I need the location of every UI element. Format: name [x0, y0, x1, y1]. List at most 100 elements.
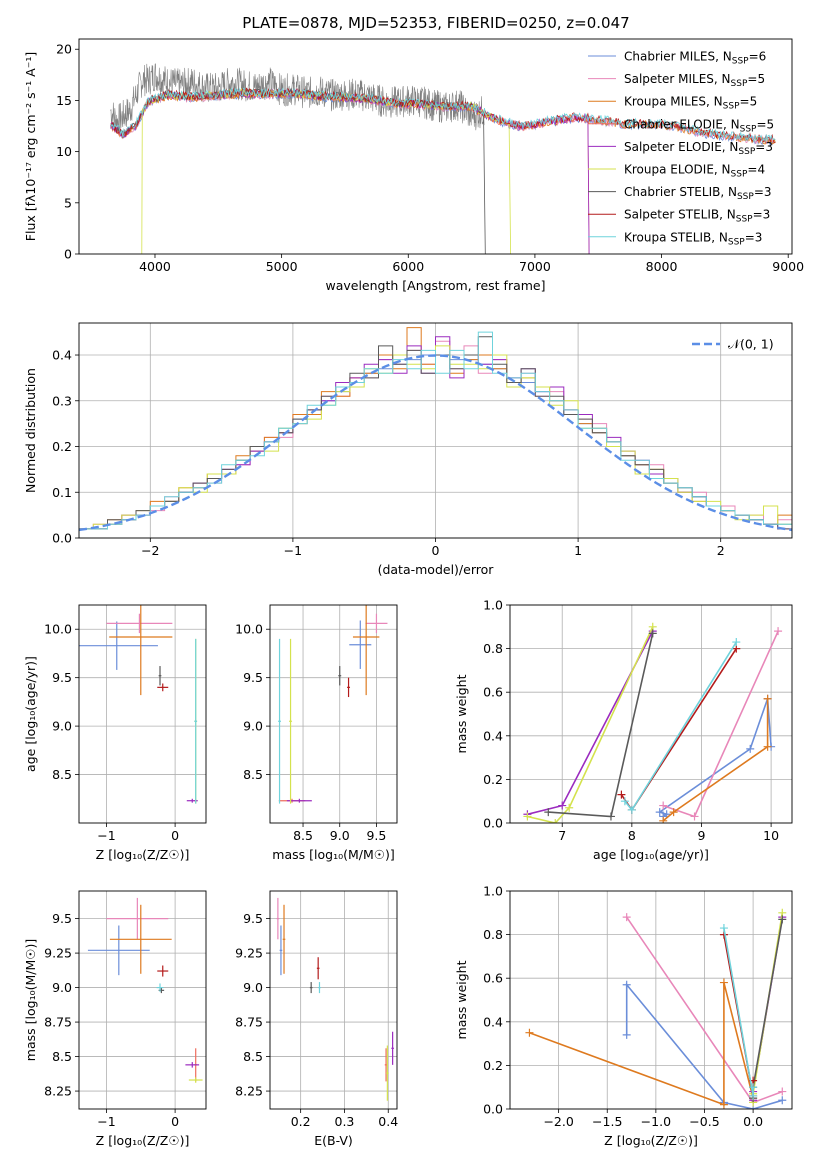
data-marker [778, 1096, 787, 1105]
legend-entry: Salpeter STELIB, NSSP=3 [624, 208, 770, 225]
y-tick-label: 9.5 [52, 670, 72, 685]
x-tick-label: 5000 [266, 259, 298, 274]
y-tick-label: 0.6 [483, 971, 503, 986]
data-marker [719, 978, 728, 987]
data-marker [655, 808, 664, 817]
legend-value: =4 [747, 163, 765, 177]
panel-mass-vs-ebv: 0.2 0.3 0.4 8.25 8.5 8.75 9.0 9.25 9.5 E(B-V) [235, 890, 398, 1148]
y-tick-label: 10.0 [44, 622, 72, 637]
y-tick-label: 20 [56, 42, 72, 57]
data-marker [627, 805, 636, 814]
legend-value: =3 [754, 185, 772, 199]
x-axis-label: Z [log₁₀(Z/Z☉)] [96, 1133, 190, 1148]
data-marker [606, 812, 615, 821]
panel-residual-histogram: −2 −1 0 1 2 0.0 0.1 0.2 0.3 0.4 (data-model)/error… [23, 322, 793, 577]
y-tick-label: 9.0 [52, 980, 72, 995]
x-axis-label: Z [log₁₀(Z/Z☉)] [96, 847, 190, 862]
data-marker [620, 797, 629, 806]
y-axis-label: mass weight [454, 960, 469, 1039]
data-marker [669, 808, 678, 817]
data-marker [732, 638, 741, 647]
legend-value: =6 [749, 50, 767, 64]
y-tick-label: 5 [64, 195, 72, 210]
plot-area [525, 908, 787, 1109]
x-tick-label: 4000 [139, 259, 171, 274]
data-marker [565, 803, 574, 812]
axes-frame [509, 890, 793, 1110]
y-tick-label: 0.8 [483, 641, 503, 656]
axes-frame [78, 322, 793, 539]
x-axis-label: (data-model)/error [378, 562, 495, 577]
data-marker [749, 1091, 758, 1100]
data-marker [774, 627, 783, 636]
axes-frame [269, 890, 398, 1110]
legend-value: =3 [745, 230, 763, 244]
y-tick-label: 9.25 [235, 946, 263, 961]
y-tick-label: 0.4 [483, 728, 503, 743]
plot-area [87, 897, 203, 1083]
legend-entry: 𝒩(0, 1) [728, 337, 774, 352]
mass-weight-series [529, 982, 754, 1106]
x-tick-label: −1 [97, 1114, 115, 1129]
y-tick-label: 0.8 [483, 927, 503, 942]
legend-label: Chabrier STELIB, N [624, 185, 737, 199]
legend-label: Salpeter ELODIE, N [624, 140, 738, 154]
legend-subscript: SSP [736, 215, 753, 225]
y-tick-label: 0.2 [483, 1058, 503, 1073]
legend-label: Chabrier MILES, N [624, 50, 732, 64]
x-tick-label: −1.0 [641, 1114, 671, 1129]
legend-label: Chabrier ELODIE, N [624, 117, 740, 131]
legend-label: Kroupa STELIB, N [624, 230, 728, 244]
data-marker [749, 1083, 758, 1092]
x-tick-label: 0 [171, 828, 179, 843]
y-tick-label: 10 [56, 144, 72, 159]
legend-entry: Salpeter ELODIE, NSSP=3 [624, 140, 773, 157]
axes-frame [78, 38, 793, 255]
data-marker [525, 1028, 534, 1037]
legend-subscript: SSP [737, 192, 754, 202]
x-tick-label: 0.2 [291, 1114, 311, 1129]
y-tick-label: 0.6 [483, 685, 503, 700]
legend-entry: Chabrier ELODIE, NSSP=5 [624, 117, 774, 134]
mass-weight-series [620, 648, 737, 812]
mass-weight-series [657, 698, 772, 818]
panel-mass-weight-vs-z: −2.0 −1.5 −1.0 −0.5 0.0 0.0 0.2 0.4 0.6 0.8 1.0 Z [… [454, 884, 793, 1148]
y-tick-label: 8.25 [44, 1084, 72, 1099]
y-tick-label: 0.4 [52, 348, 72, 363]
data-marker [551, 819, 560, 823]
panel-mass-vs-z: −1 0 8.25 8.5 8.75 9.0 9.25 9.5 Z [log₁₀(Z/Z☉)] m… [23, 890, 207, 1148]
x-axis-label: wavelength [Angstrom, rest frame] [325, 278, 545, 293]
mass-weight-series [662, 698, 769, 822]
data-marker [659, 816, 668, 823]
model-spectrum-line [110, 88, 590, 254]
data-marker [622, 913, 631, 922]
figure-title: PLATE=0878, MJD=52353, FIBERID=0250, z=0… [242, 14, 629, 32]
legend-subscript: SSP [740, 124, 757, 134]
y-tick-label: 1.0 [483, 598, 503, 613]
panel-age-vs-z: −1 0 8.5 9.0 9.5 10.0 Z [log₁₀(Z/Z☉)] age [log₁… [23, 604, 207, 862]
model-spectrum-line [110, 88, 590, 254]
model-spectrum-line [110, 87, 776, 142]
data-marker [719, 1100, 728, 1109]
y-tick-label: 0.1 [52, 485, 72, 500]
legend-entry: Chabrier MILES, NSSP=6 [624, 50, 766, 67]
panel-mass-weight-vs-age: 7 8 9 10 0.0 0.2 0.4 0.6 0.8 1.0 age [log₁₀(age/yr… [454, 598, 793, 862]
plot-area [79, 327, 792, 538]
axes-frame [78, 890, 207, 1110]
plot-area [276, 897, 394, 1101]
axes-frame [509, 604, 793, 824]
legend-value: =5 [747, 72, 765, 86]
x-axis-label: mass [log₁₀(M/M☉)] [272, 847, 394, 862]
y-axis-label: mass [log₁₀(M/M☉)] [23, 939, 38, 1061]
y-axis-label: age [log₁₀(age/yr)] [23, 656, 38, 772]
y-tick-label: 15 [56, 93, 72, 108]
y-tick-label: 9.0 [243, 719, 263, 734]
y-tick-label: 9.5 [52, 911, 72, 926]
histogram-series [79, 331, 792, 538]
x-tick-label: 0.4 [378, 1114, 398, 1129]
x-tick-label: 0.0 [743, 1114, 763, 1129]
y-axis-label: mass weight [454, 674, 469, 753]
data-marker [622, 980, 631, 989]
legend-label: Kroupa ELODIE, N [624, 163, 731, 177]
